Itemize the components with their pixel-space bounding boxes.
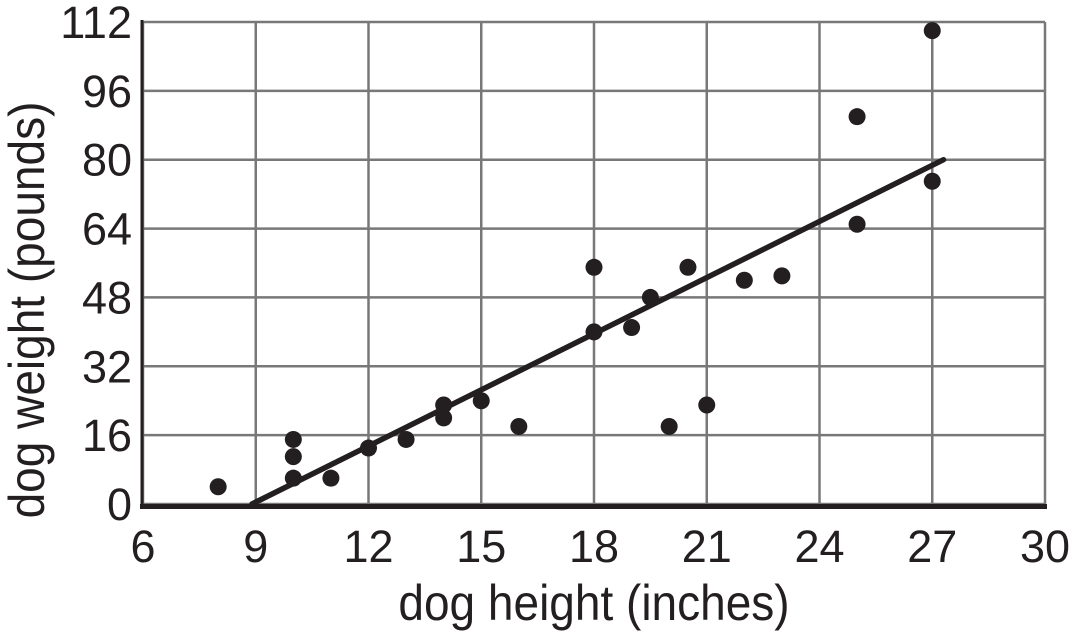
data-point [284, 430, 302, 448]
x-tick-label: 21 [682, 521, 732, 572]
y-tick-label: 112 [60, 0, 132, 48]
data-point [848, 108, 866, 126]
data-point [735, 271, 753, 289]
x-tick-label: 27 [907, 521, 957, 572]
data-point [923, 22, 941, 40]
data-point [641, 288, 659, 306]
data-point [510, 418, 528, 436]
x-tick-label: 24 [794, 521, 844, 572]
data-point [679, 258, 697, 276]
data-point [585, 258, 603, 276]
y-tick-label: 32 [82, 341, 132, 392]
y-tick-label: 48 [82, 272, 132, 323]
data-point [923, 172, 941, 190]
data-point [623, 319, 641, 337]
data-point [360, 439, 377, 457]
data-point [209, 478, 227, 496]
x-tick-label: 18 [569, 521, 619, 572]
data-point [585, 323, 603, 341]
y-tick-label: 80 [82, 135, 132, 186]
y-tick-label: 0 [107, 479, 132, 530]
data-point [397, 430, 415, 448]
data-point [773, 267, 791, 285]
data-point [472, 392, 490, 410]
data-point [284, 469, 302, 487]
y-tick-label: 96 [82, 66, 132, 117]
data-point [698, 396, 716, 414]
data-point [435, 409, 453, 427]
y-tick-label: 64 [82, 204, 132, 255]
data-point [660, 418, 678, 436]
x-axis-title: dog height (inches) [398, 575, 790, 631]
x-tick-label: 30 [1020, 521, 1070, 572]
data-point [284, 448, 302, 466]
x-tick-label: 12 [343, 521, 393, 572]
x-tick-label: 15 [456, 521, 506, 572]
y-tick-label: 16 [82, 410, 132, 461]
data-point [322, 469, 340, 487]
data-point [435, 396, 453, 414]
data-point [848, 215, 866, 233]
x-tick-label: 6 [130, 521, 155, 572]
x-tick-label: 9 [243, 521, 268, 572]
y-axis-title: dog weight (pounds) [0, 101, 55, 519]
